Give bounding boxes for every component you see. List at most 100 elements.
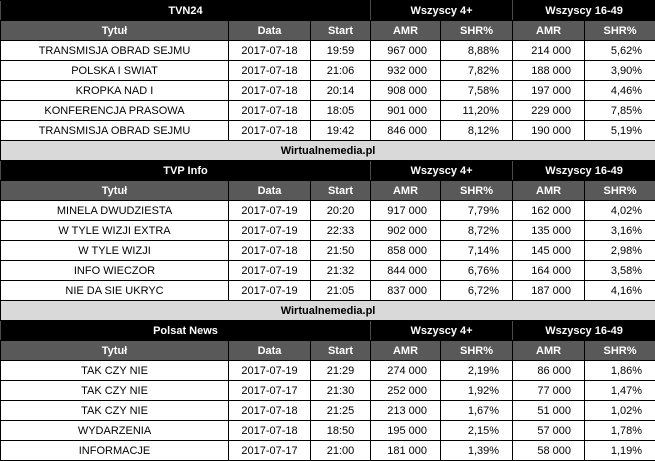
col-header-date: Data bbox=[228, 180, 311, 201]
amr-1649-cell: 188 000 bbox=[512, 60, 586, 81]
start-time-cell: 20:20 bbox=[309, 200, 372, 221]
program-title-cell: INFO WIECZOR bbox=[0, 260, 229, 281]
program-row: TAK CZY NIE 2017-07-18 21:25 213 000 1,67% 51… bbox=[0, 400, 655, 421]
program-title-cell: INFORMACJE bbox=[0, 440, 229, 461]
shr-4plus-cell: 1,67% bbox=[440, 400, 514, 421]
air-date-cell: 2017-07-19 bbox=[228, 200, 311, 221]
shr-1649-cell: 1,02% bbox=[584, 400, 655, 421]
audience-group-header: Wszyscy 4+ bbox=[370, 160, 514, 181]
amr-4plus-cell: 181 000 bbox=[370, 440, 442, 461]
channel-name: Polsat News bbox=[0, 320, 372, 341]
amr-1649-cell: 164 000 bbox=[512, 260, 586, 281]
program-title-cell: TAK CZY NIE bbox=[0, 400, 229, 421]
shr-4plus-cell: 7,14% bbox=[440, 240, 514, 261]
shr-1649-cell: 1,47% bbox=[584, 380, 655, 401]
program-title-cell: W TYLE WIZJI bbox=[0, 240, 229, 261]
channel-name: TVN24 bbox=[0, 0, 372, 21]
amr-1649-cell: 77 000 bbox=[512, 380, 586, 401]
col-header-amr-1649: AMR bbox=[512, 180, 586, 201]
col-header-shr-4plus: SHR% bbox=[440, 180, 514, 201]
program-title-cell: KONFERENCJA PRASOWA bbox=[0, 100, 229, 121]
shr-1649-cell: 4,16% bbox=[584, 280, 655, 301]
start-time-cell: 21:06 bbox=[309, 60, 372, 81]
amr-4plus-cell: 252 000 bbox=[370, 380, 442, 401]
col-header-start: Start bbox=[309, 340, 372, 361]
air-date-cell: 2017-07-17 bbox=[228, 440, 311, 461]
col-header-amr-1649: AMR bbox=[512, 340, 586, 361]
start-time-cell: 22:33 bbox=[309, 220, 372, 241]
col-header-title: Tytuł bbox=[0, 180, 229, 201]
column-header-row: Tytuł Data Start AMR SHR% AMR SHR% bbox=[0, 20, 655, 41]
air-date-cell: 2017-07-18 bbox=[228, 60, 311, 81]
source-row: Wirtualnemedia.pl bbox=[0, 300, 655, 321]
amr-1649-cell: 187 000 bbox=[512, 280, 586, 301]
source-label: Wirtualnemedia.pl bbox=[0, 140, 655, 161]
start-time-cell: 21:00 bbox=[309, 440, 372, 461]
audience-group-header: Wszyscy 16-49 bbox=[512, 320, 655, 341]
col-header-amr-4plus: AMR bbox=[370, 180, 442, 201]
program-row: W TYLE WIZJI 2017-07-18 21:50 858 000 7,14% 1… bbox=[0, 240, 655, 261]
col-header-date: Data bbox=[228, 340, 311, 361]
column-header-row: Tytuł Data Start AMR SHR% AMR SHR% bbox=[0, 180, 655, 201]
audience-group-header: Wszyscy 4+ bbox=[370, 320, 514, 341]
shr-4plus-cell: 6,72% bbox=[440, 280, 514, 301]
amr-4plus-cell: 917 000 bbox=[370, 200, 442, 221]
air-date-cell: 2017-07-19 bbox=[228, 260, 311, 281]
source-row: Wirtualnemedia.pl bbox=[0, 140, 655, 161]
amr-1649-cell: 229 000 bbox=[512, 100, 586, 121]
amr-1649-cell: 190 000 bbox=[512, 120, 586, 141]
air-date-cell: 2017-07-19 bbox=[228, 220, 311, 241]
program-row: TRANSMISJA OBRAD SEJMU 2017-07-18 19:59 967… bbox=[0, 40, 655, 61]
shr-4plus-cell: 8,88% bbox=[440, 40, 514, 61]
amr-4plus-cell: 213 000 bbox=[370, 400, 442, 421]
amr-4plus-cell: 967 000 bbox=[370, 40, 442, 61]
amr-4plus-cell: 274 000 bbox=[370, 360, 442, 381]
amr-4plus-cell: 844 000 bbox=[370, 260, 442, 281]
shr-4plus-cell: 8,12% bbox=[440, 120, 514, 141]
program-title-cell: POLSKA I SWIAT bbox=[0, 60, 229, 81]
channel-header-row: TVN24 Wszyscy 4+ Wszyscy 16-49 bbox=[0, 0, 655, 21]
shr-1649-cell: 7,85% bbox=[584, 100, 655, 121]
shr-4plus-cell: 1,92% bbox=[440, 380, 514, 401]
col-header-title: Tytuł bbox=[0, 20, 229, 41]
col-header-start: Start bbox=[309, 20, 372, 41]
column-header-row: Tytuł Data Start AMR SHR% AMR SHR% bbox=[0, 340, 655, 361]
shr-1649-cell: 5,19% bbox=[584, 120, 655, 141]
program-row: INFO WIECZOR 2017-07-19 21:32 844 000 6,76% 1… bbox=[0, 260, 655, 281]
program-title-cell: W TYLE WIZJI EXTRA bbox=[0, 220, 229, 241]
shr-1649-cell: 1,86% bbox=[584, 360, 655, 381]
start-time-cell: 18:05 bbox=[309, 100, 372, 121]
program-title-cell: TAK CZY NIE bbox=[0, 360, 229, 381]
program-title-cell: TRANSMISJA OBRAD SEJMU bbox=[0, 40, 229, 61]
start-time-cell: 21:30 bbox=[309, 380, 372, 401]
col-header-amr-1649: AMR bbox=[512, 20, 586, 41]
air-date-cell: 2017-07-18 bbox=[228, 100, 311, 121]
program-title-cell: WYDARZENIA bbox=[0, 420, 229, 441]
start-time-cell: 18:50 bbox=[309, 420, 372, 441]
amr-1649-cell: 86 000 bbox=[512, 360, 586, 381]
start-time-cell: 21:05 bbox=[309, 280, 372, 301]
col-header-shr-4plus: SHR% bbox=[440, 340, 514, 361]
shr-4plus-cell: 7,58% bbox=[440, 80, 514, 101]
channel-header-row: Polsat News Wszyscy 4+ Wszyscy 16-49 bbox=[0, 320, 655, 341]
amr-1649-cell: 51 000 bbox=[512, 400, 586, 421]
start-time-cell: 20:14 bbox=[309, 80, 372, 101]
program-row: KROPKA NAD I 2017-07-18 20:14 908 000 7,58% 1… bbox=[0, 80, 655, 101]
shr-1649-cell: 5,62% bbox=[584, 40, 655, 61]
program-row: POLSKA I SWIAT 2017-07-18 21:06 932 000 7,82… bbox=[0, 60, 655, 81]
col-header-amr-4plus: AMR bbox=[370, 340, 442, 361]
air-date-cell: 2017-07-18 bbox=[228, 420, 311, 441]
channel-header-row: TVP Info Wszyscy 4+ Wszyscy 16-49 bbox=[0, 160, 655, 181]
start-time-cell: 21:29 bbox=[309, 360, 372, 381]
col-header-title: Tytuł bbox=[0, 340, 229, 361]
program-row: W TYLE WIZJI EXTRA 2017-07-19 22:33 902 000… bbox=[0, 220, 655, 241]
amr-1649-cell: 197 000 bbox=[512, 80, 586, 101]
air-date-cell: 2017-07-19 bbox=[228, 360, 311, 381]
program-row: TAK CZY NIE 2017-07-19 21:29 274 000 2,19% 86… bbox=[0, 360, 655, 381]
col-header-start: Start bbox=[309, 180, 372, 201]
air-date-cell: 2017-07-18 bbox=[228, 40, 311, 61]
shr-4plus-cell: 6,76% bbox=[440, 260, 514, 281]
